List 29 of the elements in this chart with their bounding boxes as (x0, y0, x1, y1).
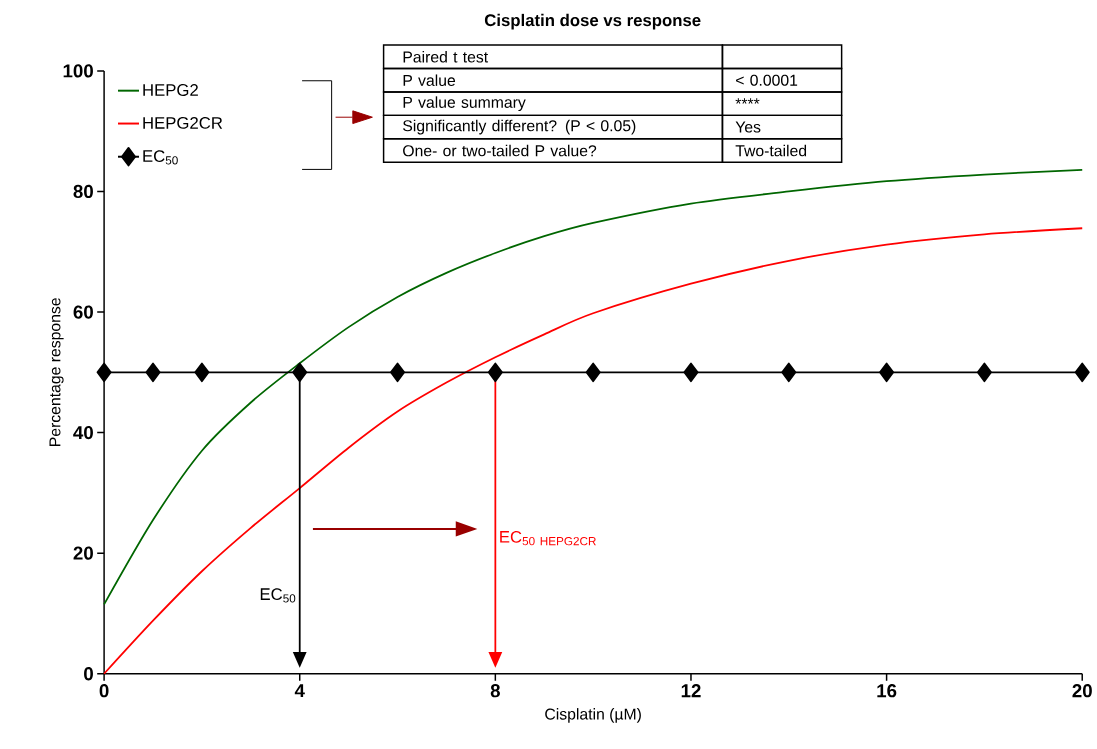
annotation: P value summary (403, 96, 526, 112)
chart-title: Cisplatin dose vs response (484, 14, 701, 30)
text: Paired t test (403, 51, 489, 63)
y-tick-label: 40 (73, 426, 93, 440)
legend-label: HEPG2 (143, 84, 198, 97)
ref-line-label: $\mathrm{EC_{50}}$ (260, 588, 296, 603)
y-tick-label: 80 (73, 185, 93, 199)
y-tick-label: 60 (73, 305, 93, 319)
annotation: Significantly different? (P < 0.05) (403, 119, 636, 135)
x-tick-label: 0 (99, 684, 109, 698)
annotation: Yes (735, 121, 761, 133)
x-tick-label: 4 (294, 684, 305, 698)
ref-line-label: $\mathrm{EC_{50\ HEPG2CR}}$ (500, 531, 596, 546)
y-axis-title: Percentage response (49, 298, 64, 447)
annotation: Two-tailed (735, 144, 807, 157)
y-tick-label: 20 (73, 546, 93, 560)
x-tick-label: 20 (1072, 684, 1092, 698)
x-tick-label: 12 (681, 684, 701, 698)
legend-label: HEPG2CR (143, 117, 223, 130)
annotation: **** (735, 98, 760, 104)
y-tick-label: 0 (84, 667, 93, 681)
annotation: < 0.0001 (736, 74, 798, 86)
legend-label: EC$_{50}$ (143, 150, 178, 165)
x-axis-title: Cisplatin (µM) (545, 708, 641, 723)
x-tick-label: 8 (490, 684, 500, 698)
y-tick-label: 100 (63, 64, 93, 78)
annotation: P value (403, 74, 456, 87)
annotation: One- or two-tailed P value? (403, 144, 597, 157)
x-tick-label: 16 (877, 684, 897, 698)
